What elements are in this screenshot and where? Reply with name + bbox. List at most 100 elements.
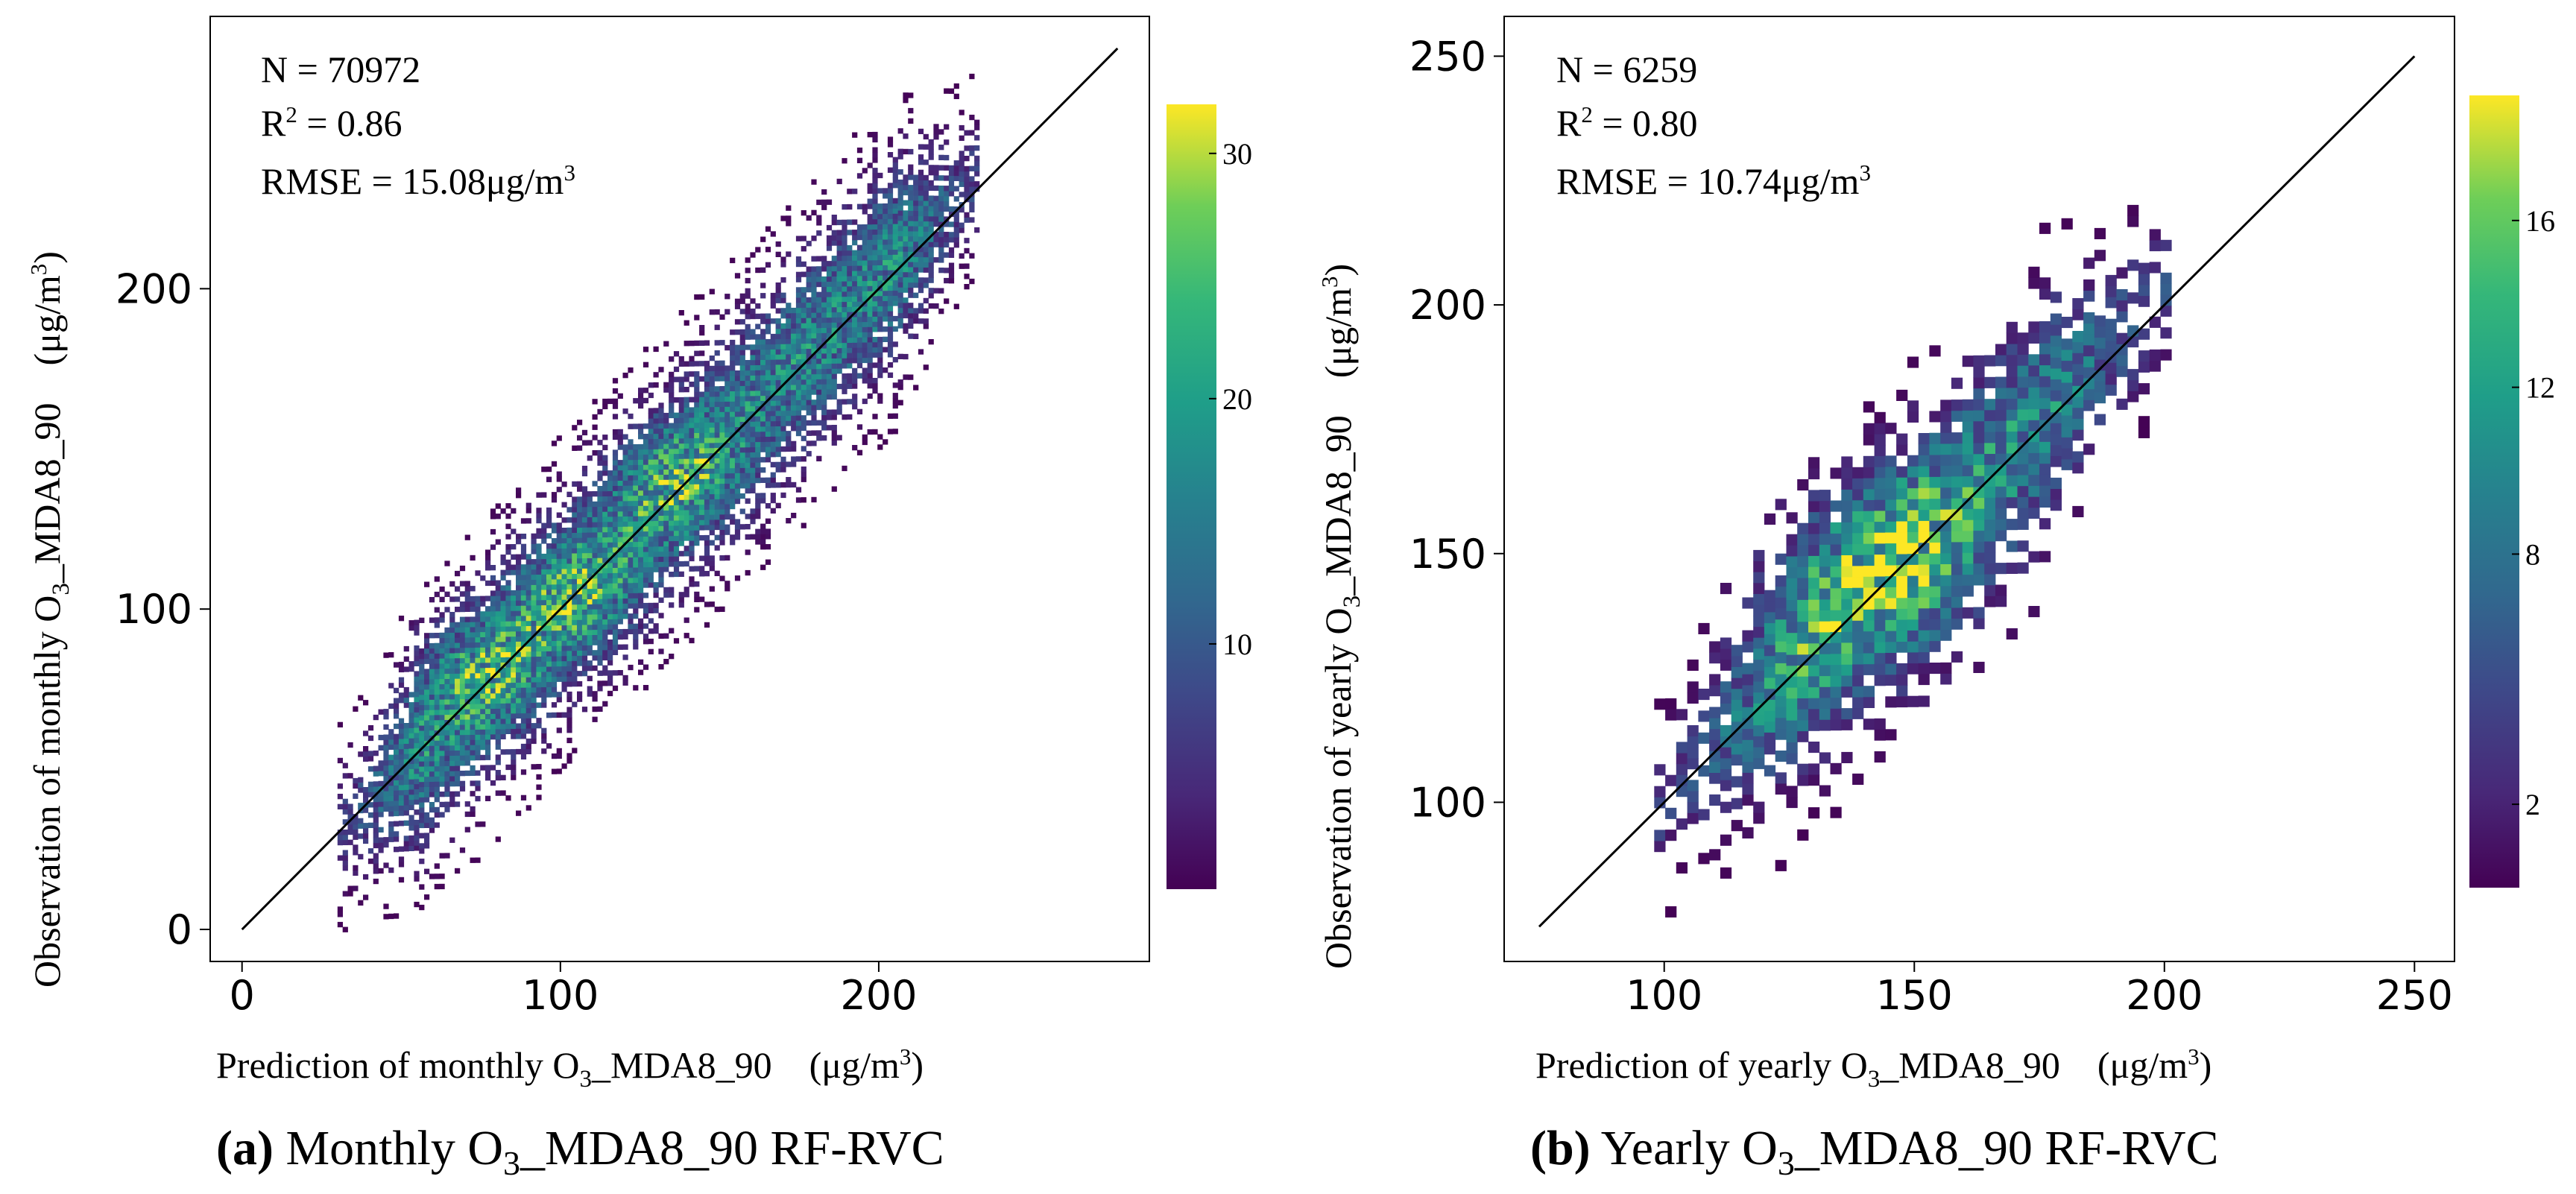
density-cell: [760, 364, 766, 370]
density-cell: [775, 400, 781, 406]
density-cell: [1918, 520, 1930, 532]
density-cell: [684, 525, 689, 531]
density-cell: [1819, 752, 1831, 764]
density-cell: [581, 557, 588, 563]
density-cell: [913, 195, 919, 201]
density-cell: [913, 267, 919, 273]
density-cell: [607, 521, 613, 528]
density-cell: [414, 737, 420, 744]
density-cell: [475, 652, 481, 658]
density-cell: [1665, 698, 1677, 710]
density-cell: [1863, 609, 1875, 621]
density-cell: [546, 476, 552, 482]
density-cell: [1852, 467, 1864, 478]
density-cell: [964, 247, 970, 254]
density-cell: [1885, 565, 1897, 577]
density-cell: [862, 265, 868, 271]
density-cell: [1896, 499, 1908, 511]
density-cell: [572, 630, 578, 636]
density-cell: [429, 827, 435, 833]
density-cell: [353, 865, 359, 871]
density-cell: [928, 339, 934, 345]
density-cell: [475, 596, 481, 601]
density-cell: [1852, 555, 1864, 566]
density-cell: [480, 637, 486, 642]
density-cell: [612, 598, 619, 604]
density-cell: [485, 770, 491, 776]
density-cell: [953, 227, 959, 233]
density-cell: [811, 358, 817, 364]
density-cell: [525, 600, 531, 606]
density-cell: [1753, 736, 1765, 748]
density-cell: [505, 698, 511, 704]
density-cell: [684, 592, 689, 598]
density-cell: [403, 733, 409, 739]
density-cell: [419, 684, 425, 690]
density-cell: [913, 282, 919, 288]
density-cell: [612, 537, 619, 543]
density-cell: [821, 317, 827, 323]
density-cell: [867, 306, 873, 312]
density-cell: [541, 522, 547, 528]
density-cell: [628, 531, 634, 537]
density-cell: [908, 374, 914, 380]
density-cell: [883, 439, 888, 445]
density-cell: [505, 636, 511, 642]
density-cell: [572, 425, 578, 431]
density-cell: [551, 599, 558, 605]
density-cell: [806, 338, 812, 344]
density-cell: [607, 588, 613, 594]
density-cell: [622, 526, 628, 532]
density-cell: [775, 318, 781, 324]
density-cell: [816, 230, 822, 236]
density-cell: [831, 358, 837, 364]
x-tick-label: 100: [522, 972, 599, 1019]
density-cell: [500, 631, 506, 637]
density-cell: [459, 606, 466, 613]
density-cell: [414, 840, 420, 846]
density-cell: [434, 633, 440, 639]
density-cell: [495, 733, 501, 740]
density-cell: [699, 596, 705, 602]
density-cell: [429, 776, 435, 782]
density-cell: [587, 660, 593, 666]
density-cell: [516, 569, 522, 575]
density-cell: [592, 696, 598, 702]
density-cell: [1775, 586, 1787, 598]
density-cell: [408, 758, 414, 765]
density-cell: [908, 185, 914, 191]
density-cell: [821, 384, 827, 390]
density-cell: [724, 488, 730, 494]
density-cell: [1841, 718, 1853, 730]
density-cell: [470, 857, 476, 863]
density-cell: [745, 405, 751, 412]
density-cell: [383, 755, 389, 761]
density-cell: [520, 579, 527, 586]
density-cell: [455, 570, 461, 577]
density-cell: [587, 532, 593, 538]
density-cell: [1808, 577, 1820, 589]
density-cell: [780, 323, 786, 329]
density-cell: [1874, 663, 1886, 675]
density-cell: [520, 641, 527, 647]
density-cell: [398, 780, 405, 786]
density-cell: [511, 508, 517, 514]
density-cell: [414, 742, 420, 748]
density-cell: [750, 344, 756, 350]
density-cell: [373, 771, 379, 777]
density-cell: [363, 828, 369, 834]
density-cell: [739, 411, 745, 417]
density-cell: [520, 707, 527, 714]
density-cell: [653, 602, 659, 608]
density-cell: [516, 636, 522, 642]
density-cell: [795, 456, 802, 462]
density-cell: [1852, 620, 1864, 632]
density-cell: [414, 768, 420, 774]
density-cell: [358, 803, 364, 809]
density-cell: [449, 724, 455, 730]
density-cell: [821, 302, 827, 308]
density-cell: [897, 277, 903, 282]
density-cell: [750, 298, 756, 304]
density-cell: [551, 712, 558, 718]
density-cell: [944, 191, 950, 197]
